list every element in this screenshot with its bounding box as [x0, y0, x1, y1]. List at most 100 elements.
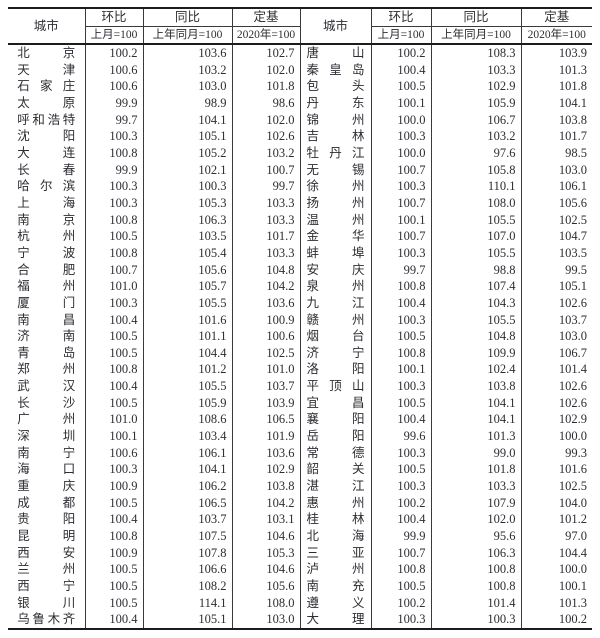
value-cell: 105.3 [231, 544, 300, 562]
value-cell: 100.4 [370, 61, 431, 79]
value-cell: 100.4 [84, 611, 143, 629]
city-name: 天津 [17, 62, 76, 77]
table-row: 哈尔滨 100.3 100.3 99.7 徐州 100.3 110.1 106.1 [8, 178, 592, 195]
value-cell: 101.7 [231, 228, 300, 245]
city-cell: 安庆 [299, 261, 371, 279]
value-cell: 100.2 [370, 44, 431, 62]
city-cell: 长春 [8, 162, 85, 179]
city-cell: 赣州 [299, 311, 371, 329]
city-name: 惠州 [306, 495, 365, 510]
value-cell: 100.7 [370, 194, 431, 212]
city-cell: 湛江 [299, 478, 371, 495]
value-cell: 100.2 [84, 44, 143, 62]
value-cell: 107.9 [430, 494, 521, 512]
value-cell: 100.3 [84, 128, 143, 145]
table-body: 北京 100.2 103.6 102.7 唐山 100.2 108.3 103.9 天津 100.… [8, 44, 592, 629]
city-name: 遵义 [306, 595, 365, 610]
value-cell: 103.6 [231, 444, 300, 462]
city-name: 韶关 [306, 462, 365, 477]
header-mom-left: 环比 [84, 8, 143, 27]
city-cell: 长沙 [8, 395, 85, 412]
value-cell: 100.4 [370, 294, 431, 312]
city-cell: 北京 [8, 44, 85, 62]
table-row: 贵阳 100.4 103.7 103.1 桂林 100.4 102.0 101.2 [8, 511, 592, 529]
table-row: 兰州 100.5 106.6 104.6 泸州 100.8 100.8 100.0 [8, 561, 592, 578]
value-cell: 95.6 [430, 528, 521, 545]
value-cell: 100.3 [84, 178, 143, 195]
city-cell: 三亚 [299, 544, 371, 562]
value-cell: 102.5 [520, 211, 592, 229]
subheader-base-left: 2020年=100 [231, 26, 300, 45]
city-cell: 青岛 [8, 345, 85, 362]
header-base-right: 定基 [520, 8, 592, 27]
value-cell: 103.2 [231, 144, 300, 162]
value-cell: 107.8 [142, 544, 232, 562]
value-cell: 106.1 [142, 444, 232, 462]
value-cell: 100.9 [84, 544, 143, 562]
value-cell: 97.0 [520, 528, 592, 545]
table-row: 武汉 100.4 105.5 103.7 平顶山 100.3 103.8 102.6 [8, 378, 592, 395]
city-name: 徐州 [306, 179, 365, 194]
value-cell: 99.7 [231, 178, 300, 195]
city-cell: 太原 [8, 95, 85, 112]
city-name: 福州 [17, 279, 76, 294]
city-name: 大理 [306, 612, 365, 627]
city-name: 蚌埠 [306, 245, 365, 260]
value-cell: 100.7 [370, 228, 431, 245]
value-cell: 104.6 [231, 561, 300, 578]
value-cell: 100.0 [370, 144, 431, 162]
value-cell: 105.1 [142, 611, 232, 629]
city-cell: 沈阳 [8, 128, 85, 145]
city-cell: 南充 [299, 578, 371, 595]
value-cell: 100.9 [231, 311, 300, 329]
value-cell: 100.8 [370, 278, 431, 295]
table-row: 郑州 100.8 101.2 101.0 洛阳 100.1 102.4 101.4 [8, 361, 592, 379]
value-cell: 100.4 [84, 511, 143, 529]
value-cell: 101.0 [84, 278, 143, 295]
value-cell: 103.0 [142, 78, 232, 95]
value-cell: 105.5 [430, 211, 521, 229]
city-name: 襄阳 [306, 412, 365, 427]
city-name: 深圳 [17, 429, 76, 444]
table-row: 大连 100.8 105.2 103.2 牡丹江 100.0 97.6 98.5 [8, 144, 592, 162]
value-cell: 105.6 [231, 578, 300, 595]
value-cell: 110.1 [430, 178, 521, 195]
value-cell: 101.6 [142, 311, 232, 329]
value-cell: 101.4 [430, 594, 521, 612]
city-name: 宜昌 [306, 395, 365, 410]
value-cell: 100.4 [84, 378, 143, 395]
value-cell: 100.6 [84, 444, 143, 462]
city-name: 长春 [17, 162, 76, 177]
value-cell: 103.3 [231, 194, 300, 212]
value-cell: 105.5 [142, 378, 232, 395]
city-name: 宁波 [17, 245, 76, 260]
city-cell: 岳阳 [299, 428, 371, 445]
value-cell: 101.3 [430, 428, 521, 445]
city-cell: 南昌 [8, 312, 85, 329]
city-cell: 九江 [299, 294, 371, 312]
value-cell: 105.4 [142, 244, 232, 262]
value-cell: 100.3 [370, 311, 431, 329]
city-cell: 无锡 [299, 161, 371, 179]
city-cell: 上海 [8, 195, 85, 212]
city-cell: 徐州 [299, 178, 371, 195]
table-row: 乌鲁木齐 100.4 105.1 103.0 大理 100.3 100.3 100.2 [8, 611, 592, 629]
city-cell: 济宁 [299, 344, 371, 362]
table-row: 深圳 100.1 103.4 101.9 岳阳 99.6 101.3 100.0 [8, 428, 592, 445]
value-cell: 100.8 [430, 561, 521, 578]
table-row: 沈阳 100.3 105.1 102.6 吉林 100.3 103.2 101.7 [8, 128, 592, 145]
value-cell: 100.5 [84, 578, 143, 595]
city-cell: 包头 [299, 78, 371, 95]
city-cell: 遵义 [299, 594, 371, 612]
city-name: 南昌 [17, 312, 76, 327]
value-cell: 98.8 [430, 261, 521, 279]
city-cell: 烟台 [299, 328, 371, 345]
city-cell: 扬州 [299, 194, 371, 212]
city-name: 郑州 [17, 362, 76, 377]
header-city-right: 城市 [299, 8, 371, 45]
city-name: 合肥 [17, 262, 76, 277]
table-row: 长沙 100.5 105.9 103.9 宜昌 100.5 104.1 102.6 [8, 394, 592, 412]
city-name: 包头 [306, 79, 365, 94]
value-cell: 103.2 [430, 128, 521, 145]
value-cell: 103.2 [142, 61, 232, 79]
